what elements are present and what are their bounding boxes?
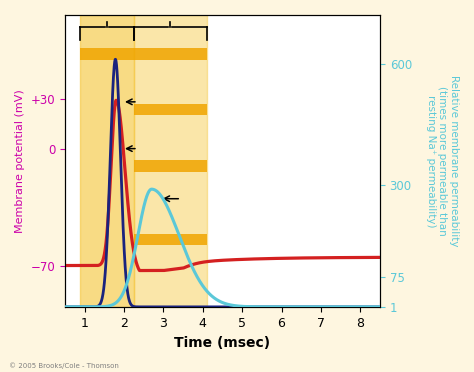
Y-axis label: Membrane potential (mV): Membrane potential (mV) [15, 89, 25, 233]
Y-axis label: Relative membrane permeability
(times more permeable than
resting Na⁺ permeabili: Relative membrane permeability (times mo… [426, 76, 459, 247]
X-axis label: Time (msec): Time (msec) [174, 336, 271, 350]
Bar [134, 160, 207, 172]
Text: © 2005 Brooks/Cole - Thomson: © 2005 Brooks/Cole - Thomson [9, 363, 119, 369]
Bar [134, 234, 207, 246]
Bar [134, 15, 207, 307]
Bar [80, 48, 207, 60]
Bar [80, 15, 134, 307]
Bar [134, 103, 207, 115]
